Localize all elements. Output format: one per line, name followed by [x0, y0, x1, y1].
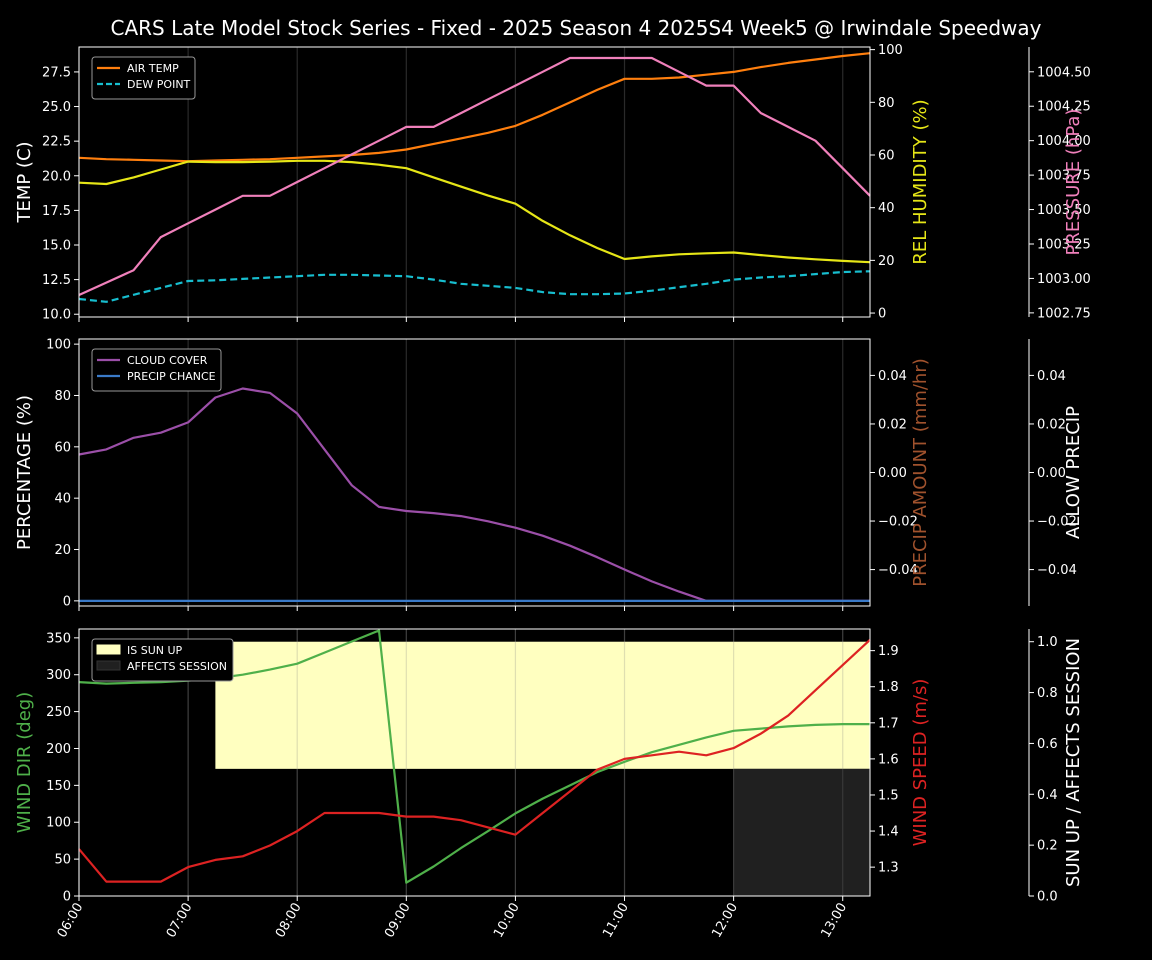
- legend-label-dew-point: DEW POINT: [127, 78, 191, 91]
- area-affects-session: [733, 768, 870, 896]
- y-tick-label-rh: 0: [878, 307, 886, 322]
- axis-label-spd: WIND SPEED (m/s): [910, 679, 931, 847]
- y-tick-label-pct: 100: [46, 338, 71, 353]
- axis-label-pct: PERCENTAGE (%): [14, 395, 35, 550]
- legend-label-is-sun-up: IS SUN UP: [127, 644, 183, 657]
- legend: AIR TEMP DEW POINT: [91, 56, 196, 100]
- y-tick-label-dir: 0: [63, 890, 71, 905]
- y-tick-label-dir: 100: [46, 816, 71, 831]
- y-tick-label-precip: 0.04: [878, 369, 907, 384]
- y-tick-label-sun: 1.0: [1037, 635, 1058, 650]
- y-tick-label-temp: 22.5: [42, 135, 71, 150]
- axis-label-temp: TEMP (C): [14, 141, 35, 223]
- legend-label-affects-session: AFFECTS SESSION: [127, 660, 227, 673]
- plot-area: [79, 47, 870, 317]
- series-wind-speed: [78, 638, 871, 883]
- y-tick-label-temp: 25.0: [42, 100, 71, 115]
- y-tick-label-rh: 80: [878, 96, 895, 111]
- y-tick-label-sun: 0.0: [1037, 890, 1058, 905]
- y-tick-label-sun: 0.8: [1037, 686, 1058, 701]
- y-tick-label-spd: 1.5: [878, 788, 899, 803]
- chart-title: CARS Late Model Stock Series - Fixed - 2…: [110, 16, 1041, 40]
- y-tick-label-precip: 0.02: [878, 417, 907, 432]
- y-tick-label-temp: 10.0: [42, 308, 71, 323]
- y-tick-label-precip: 0.00: [878, 466, 907, 481]
- legend-swatch-is-sun-up: [96, 644, 121, 655]
- y-tick-label-pres: 1003.25: [1037, 237, 1091, 252]
- legend: IS SUN UP AFFECTS SESSION: [91, 638, 234, 682]
- y-tick-label-temp: 27.5: [42, 65, 71, 80]
- y-tick-label-allow: 0.00: [1037, 466, 1066, 481]
- y-tick-label-rh: 20: [878, 254, 895, 269]
- y-tick-label-pct: 60: [54, 440, 71, 455]
- y-tick-label-rh: 40: [878, 201, 895, 216]
- legend-label-precip-chance: PRECIP CHANCE: [127, 370, 216, 383]
- y-tick-label-pct: 20: [54, 543, 71, 558]
- axis-label-allow: ALLOW PRECIP: [1063, 406, 1084, 539]
- y-tick-label-dir: 150: [46, 779, 71, 794]
- y-tick-label-spd: 1.7: [878, 716, 899, 731]
- y-tick-label-dir: 50: [54, 853, 71, 868]
- y-tick-label-spd: 1.4: [878, 825, 899, 840]
- axis-label-dir: WIND DIR (deg): [14, 692, 35, 834]
- y-tick-label-dir: 300: [46, 668, 71, 683]
- y-tick-label-pct: 0: [63, 594, 71, 609]
- y-tick-label-pres: 1004.25: [1037, 100, 1091, 115]
- axis-label-precip: PRECIP AMOUNT (mm/hr): [910, 358, 931, 587]
- y-tick-label-sun: 0.2: [1037, 839, 1058, 854]
- y-tick-label-rh: 100: [878, 43, 903, 58]
- y-tick-label-allow: −0.04: [1037, 563, 1077, 578]
- y-tick-label-pres: 1003.00: [1037, 272, 1091, 287]
- y-tick-label-pct: 80: [54, 389, 71, 404]
- legend-box: [91, 638, 234, 682]
- y-tick-label-temp: 15.0: [42, 239, 71, 254]
- plot-frame: [78, 628, 871, 897]
- series-dew-point: [78, 270, 871, 303]
- y-tick-label-pres: 1002.75: [1037, 306, 1091, 321]
- y-tick-label-allow: −0.02: [1037, 515, 1077, 530]
- y-tick-label-dir: 350: [46, 631, 71, 646]
- y-tick-label-spd: 1.8: [878, 680, 899, 695]
- y-tick-label-precip: −0.02: [878, 515, 918, 530]
- axis-label-pres: PRESSURE (hPa): [1063, 109, 1084, 256]
- y-tick-label-pct: 40: [54, 492, 71, 507]
- panel-2: 0 20 40 60 80 100 PERCENTAGE (%) −0.04 −0.02 0.00…: [14, 338, 1084, 611]
- axis-label-sun: SUN UP / AFFECTS SESSION: [1063, 638, 1084, 887]
- series-rel-humidity: [78, 159, 871, 264]
- y-tick-label-temp: 17.5: [42, 204, 71, 219]
- y-tick-label-temp: 12.5: [42, 273, 71, 288]
- y-tick-label-spd: 1.3: [878, 861, 899, 876]
- series-pressure: [78, 56, 871, 297]
- y-tick-label-pres: 1003.75: [1037, 169, 1091, 184]
- y-tick-label-pres: 1004.00: [1037, 134, 1091, 149]
- legend: CLOUD COVER PRECIP CHANCE: [91, 348, 222, 392]
- y-tick-label-temp: 20.0: [42, 169, 71, 184]
- y-tick-label-pres: 1004.50: [1037, 65, 1091, 80]
- legend-label-cloud-cover: CLOUD COVER: [127, 354, 208, 367]
- legend-box: [91, 348, 222, 392]
- y-tick-label-allow: 0.02: [1037, 417, 1066, 432]
- series-air-temp: [78, 52, 871, 163]
- y-tick-label-pres: 1003.50: [1037, 203, 1091, 218]
- y-tick-label-dir: 200: [46, 742, 71, 757]
- y-tick-label-sun: 0.4: [1037, 788, 1058, 803]
- y-tick-label-spd: 1.9: [878, 644, 899, 659]
- panel-1: 10.0 12.5 15.0 17.5 20.0 22.5 25.0 27.5 TEMP (C)…: [14, 43, 1091, 323]
- y-tick-label-precip: −0.04: [878, 563, 918, 578]
- legend-label-air-temp: AIR TEMP: [127, 62, 179, 75]
- plot-frame: [78, 46, 871, 318]
- y-tick-label-rh: 60: [878, 149, 895, 164]
- y-tick-label-sun: 0.6: [1037, 737, 1058, 752]
- axis-label-rh: REL HUMIDITY (%): [910, 99, 931, 264]
- y-tick-label-spd: 1.6: [878, 752, 899, 767]
- y-tick-label-dir: 250: [46, 705, 71, 720]
- y-tick-label-allow: 0.04: [1037, 369, 1066, 384]
- area-is-sun-up: [215, 641, 871, 769]
- legend-swatch-affects-session: [96, 660, 121, 671]
